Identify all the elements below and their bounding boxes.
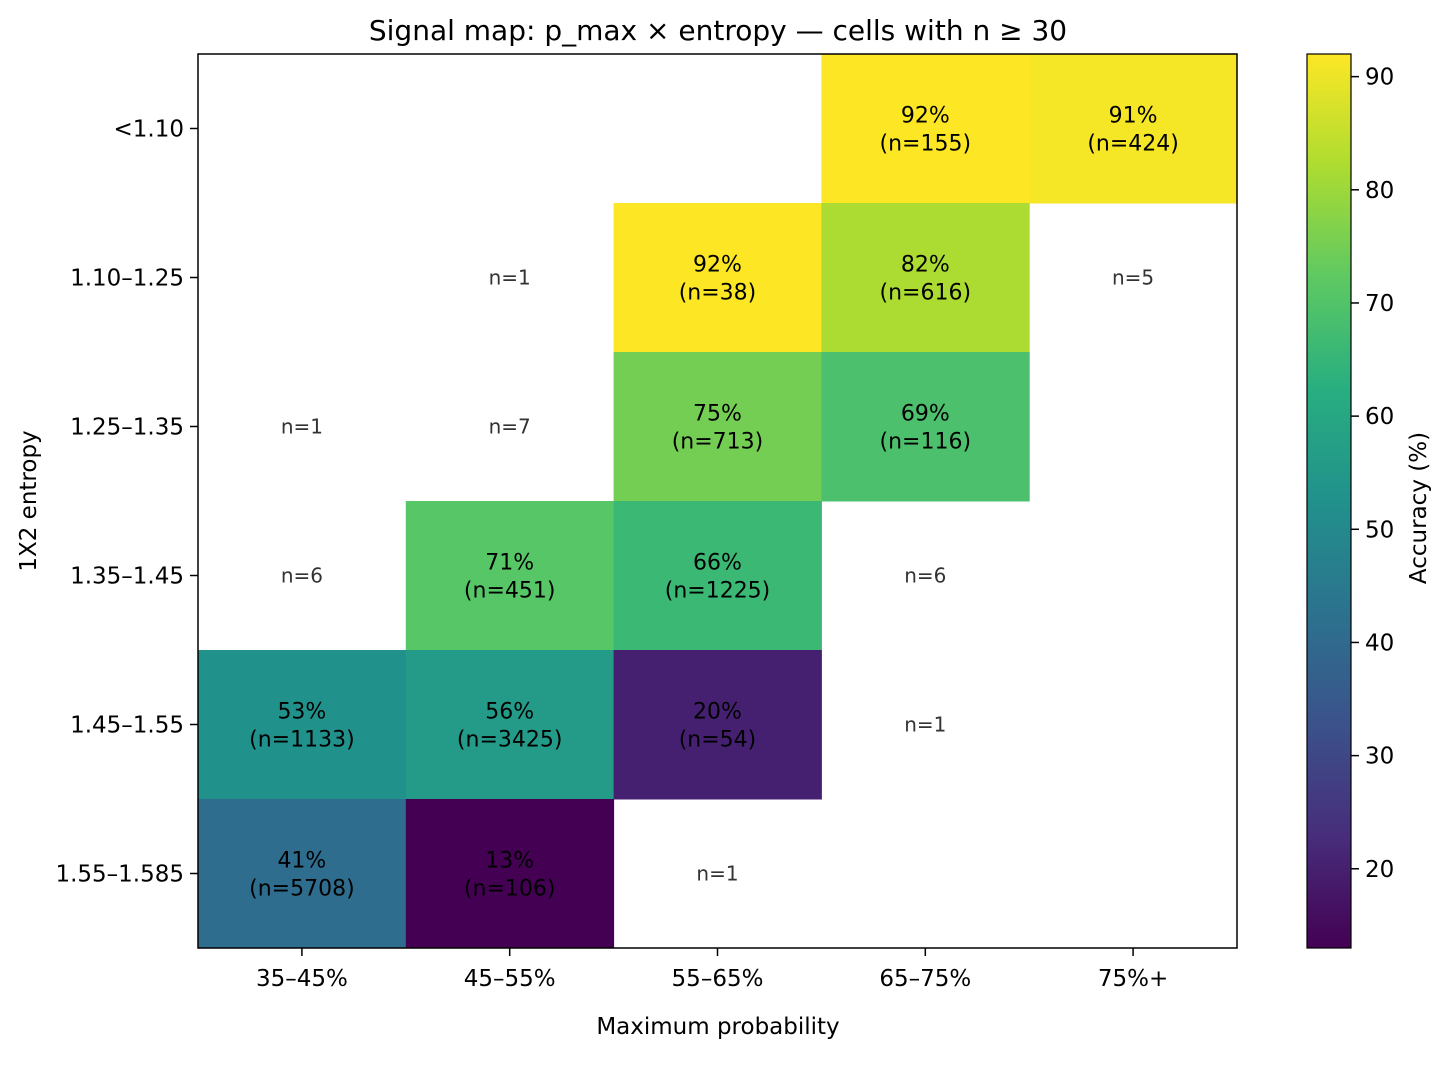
y-axis-label: 1X2 entropy: [16, 430, 42, 571]
cell-count-label: (n=106): [464, 877, 556, 902]
cell-accuracy-label: 53%: [277, 700, 326, 725]
y-tick-label: 1.10–1.25: [70, 266, 184, 292]
heatmap-cell: [613, 203, 822, 353]
x-tick-label: 55–65%: [672, 966, 764, 992]
cell-count-label: (n=38): [679, 281, 757, 306]
heatmap-cells: 92% (n=155) 91% (n=424) n=1 92% (n=38) 82% (n=61…: [198, 54, 1238, 949]
cell-accuracy-label: 92%: [901, 104, 950, 129]
y-tick-label: 1.55–1.585: [55, 862, 184, 888]
cell-count-label: (n=451): [464, 579, 556, 604]
cell-accuracy-label: 92%: [693, 253, 742, 278]
cell-accuracy-label: 13%: [485, 849, 534, 874]
colorbar-tick-label: 90: [1365, 65, 1394, 91]
cell-count-label: (n=116): [880, 430, 972, 455]
heatmap-cell: [198, 799, 407, 949]
colorbar-tick-label: 80: [1365, 178, 1394, 204]
y-tick-label: 1.35–1.45: [70, 564, 184, 590]
heatmap-cell: [613, 650, 822, 800]
cell-count-label: (n=1133): [249, 728, 355, 753]
heatmap-cell: [821, 352, 1030, 502]
y-tick-label: <1.10: [114, 117, 184, 143]
cell-accuracy-label: 56%: [485, 700, 534, 725]
cell-count-label: n=5: [1112, 266, 1154, 290]
cell-count-label: n=6: [281, 564, 323, 588]
cell-accuracy-label: 71%: [485, 551, 534, 576]
cell-count-label: (n=3425): [457, 728, 563, 753]
colorbar-tick-label: 40: [1365, 630, 1394, 656]
cell-accuracy-label: 82%: [901, 253, 950, 278]
colorbar-ticks: 20 30 40 50 60 70 80 90: [1351, 65, 1394, 883]
heatmap-cell: [405, 650, 615, 800]
x-tick-label: 35–45%: [256, 966, 348, 992]
heatmap-cell: [613, 352, 822, 502]
cell-count-label: n=1: [489, 266, 531, 290]
chart-title: Signal map: p_max × entropy — cells with…: [369, 14, 1067, 47]
cell-count-label: (n=54): [679, 728, 757, 753]
cell-count-label: (n=5708): [249, 877, 355, 902]
cell-count-label: (n=1225): [665, 579, 771, 604]
cell-count-label: n=7: [489, 415, 531, 439]
heatmap-cell: [821, 203, 1030, 353]
y-tick-label: 1.45–1.55: [70, 713, 184, 739]
x-tick-label: 65–75%: [879, 966, 971, 992]
colorbar-tick-label: 60: [1365, 404, 1394, 430]
x-tick-label: 45–55%: [464, 966, 556, 992]
cell-accuracy-label: 20%: [693, 700, 742, 725]
cell-count-label: n=6: [904, 564, 946, 588]
heatmap-cell: [1029, 54, 1238, 204]
x-axis-ticks: 35–45% 45–55% 55–65% 65–75% 75%+: [256, 948, 1168, 992]
y-tick-label: 1.25–1.35: [70, 415, 184, 441]
heatmap-cell: [405, 501, 615, 651]
cell-count-label: n=1: [904, 713, 946, 737]
cell-count-label: (n=713): [672, 430, 764, 455]
cell-count-label: n=1: [696, 862, 738, 886]
heatmap-cell: [821, 54, 1030, 204]
cell-accuracy-label: 75%: [693, 402, 742, 427]
x-axis-label: Maximum probability: [596, 1014, 839, 1040]
colorbar-tick-label: 70: [1365, 291, 1394, 317]
cell-count-label: (n=424): [1087, 132, 1179, 157]
x-tick-label: 75%+: [1098, 966, 1168, 992]
colorbar-tick-label: 50: [1365, 517, 1394, 543]
cell-count-label: (n=616): [880, 281, 972, 306]
colorbar-tick-label: 20: [1365, 857, 1394, 883]
colorbar-label: Accuracy (%): [1406, 432, 1432, 584]
y-axis-ticks: <1.10 1.10–1.25 1.25–1.35 1.35–1.45 1.45–1.5…: [55, 117, 198, 888]
heatmap-cell: [613, 501, 822, 651]
cell-accuracy-label: 41%: [277, 849, 326, 874]
cell-accuracy-label: 69%: [901, 402, 950, 427]
heatmap-cell: [198, 650, 407, 800]
cell-accuracy-label: 91%: [1109, 104, 1158, 129]
cell-count-label: (n=155): [880, 132, 972, 157]
cell-count-label: n=1: [281, 415, 323, 439]
cell-accuracy-label: 66%: [693, 551, 742, 576]
colorbar: [1306, 53, 1352, 949]
colorbar-tick-label: 30: [1365, 744, 1394, 770]
heatmap-cell: [405, 799, 615, 949]
